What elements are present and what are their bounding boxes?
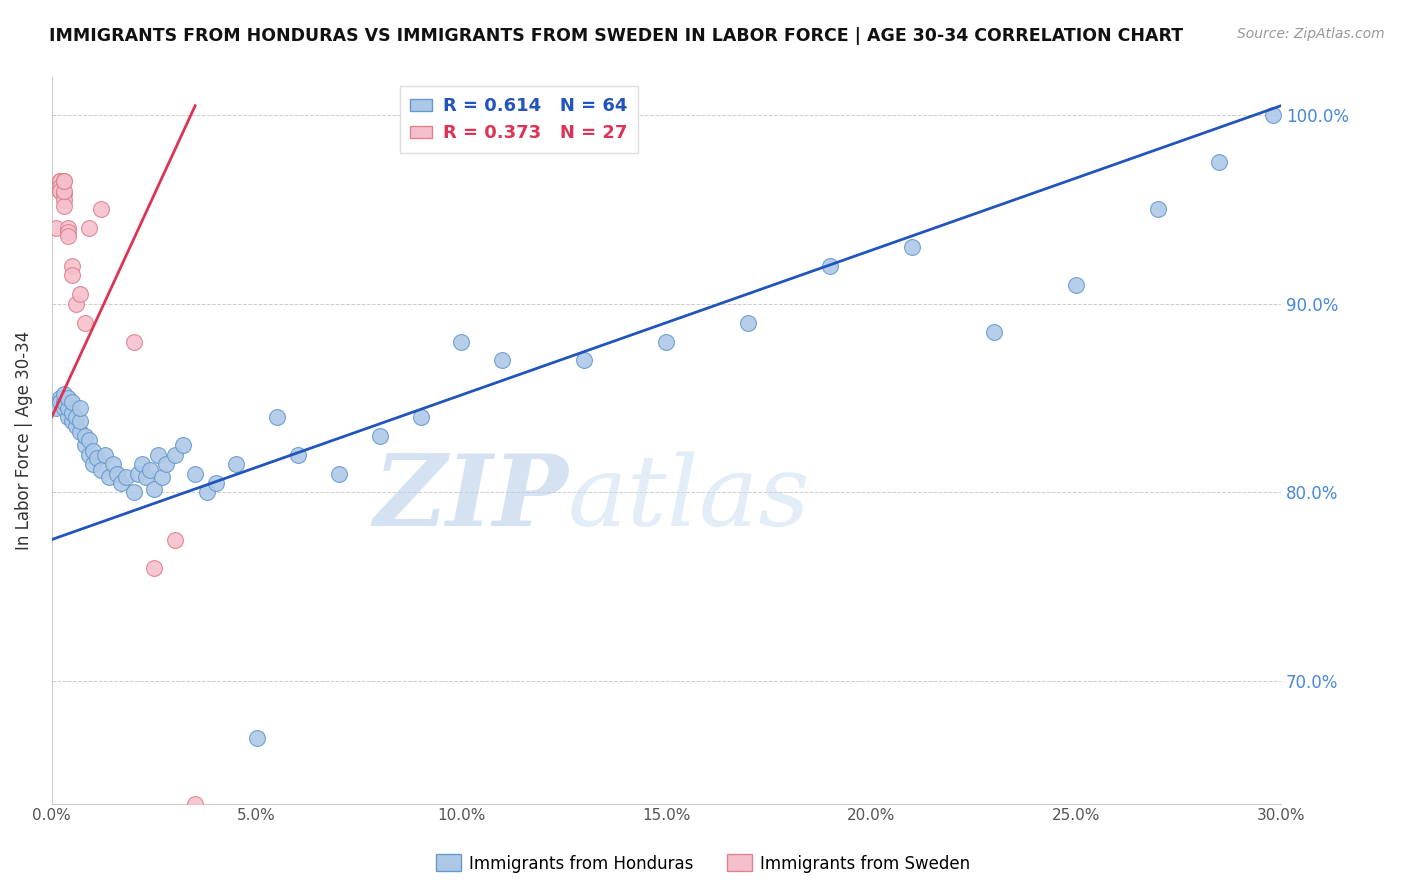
Point	[53, 184, 76, 198]
Text: atlas: atlas	[568, 451, 811, 546]
Point	[49, 395, 72, 409]
Point	[131, 457, 153, 471]
Point	[110, 475, 132, 490]
Point	[77, 221, 100, 235]
Text: Source: ZipAtlas.com: Source: ZipAtlas.com	[1237, 27, 1385, 41]
Point	[368, 429, 391, 443]
Point	[90, 202, 112, 217]
Point	[69, 425, 91, 439]
Point	[122, 334, 145, 349]
Point	[82, 443, 104, 458]
Point	[163, 533, 186, 547]
Point	[69, 414, 91, 428]
Point	[56, 228, 79, 243]
Point	[491, 353, 513, 368]
Point	[225, 457, 247, 471]
Point	[49, 184, 72, 198]
Point	[184, 467, 207, 481]
Point	[197, 485, 219, 500]
Point	[737, 316, 759, 330]
Point	[103, 457, 125, 471]
Point	[127, 467, 149, 481]
Point	[1064, 277, 1087, 292]
Text: IMMIGRANTS FROM HONDURAS VS IMMIGRANTS FROM SWEDEN IN LABOR FORCE | AGE 30-34 CO: IMMIGRANTS FROM HONDURAS VS IMMIGRANTS F…	[49, 27, 1184, 45]
Point	[139, 463, 162, 477]
Point	[73, 316, 96, 330]
Point	[114, 470, 136, 484]
Point	[1208, 155, 1230, 169]
Point	[69, 287, 91, 301]
Point	[901, 240, 924, 254]
Point	[82, 457, 104, 471]
Point	[983, 325, 1005, 339]
Point	[77, 448, 100, 462]
Point	[450, 334, 472, 349]
Point	[56, 221, 79, 235]
Point	[53, 387, 76, 401]
Point	[90, 463, 112, 477]
Point	[69, 401, 91, 415]
Point	[1147, 202, 1170, 217]
Legend: R = 0.614   N = 64, R = 0.373   N = 27: R = 0.614 N = 64, R = 0.373 N = 27	[399, 87, 638, 153]
Point	[143, 482, 166, 496]
Point	[49, 174, 72, 188]
Point	[56, 391, 79, 405]
Point	[150, 470, 173, 484]
Point	[184, 797, 207, 811]
Point	[49, 174, 72, 188]
Point	[53, 199, 76, 213]
Point	[148, 448, 170, 462]
Point	[246, 731, 269, 745]
Point	[94, 448, 117, 462]
Point	[73, 438, 96, 452]
Point	[49, 391, 72, 405]
Point	[655, 334, 678, 349]
Point	[155, 457, 177, 471]
Point	[56, 225, 79, 239]
Point	[53, 174, 76, 188]
Point	[172, 438, 194, 452]
Point	[60, 268, 83, 283]
Point	[73, 429, 96, 443]
Point	[77, 433, 100, 447]
Point	[49, 179, 72, 194]
Point	[143, 561, 166, 575]
Point	[65, 409, 87, 424]
Point	[53, 174, 76, 188]
Point	[65, 419, 87, 434]
Y-axis label: In Labor Force | Age 30-34: In Labor Force | Age 30-34	[15, 331, 32, 550]
Point	[60, 414, 83, 428]
Point	[53, 193, 76, 207]
Point	[204, 475, 226, 490]
Point	[287, 448, 309, 462]
Point	[53, 187, 76, 202]
Point	[56, 409, 79, 424]
Point	[122, 485, 145, 500]
Point	[53, 401, 76, 415]
Point	[574, 353, 596, 368]
Point	[60, 406, 83, 420]
Point	[98, 470, 121, 484]
Point	[60, 259, 83, 273]
Point	[45, 221, 67, 235]
Point	[53, 395, 76, 409]
Point	[105, 467, 128, 481]
Point	[328, 467, 350, 481]
Text: ZIP: ZIP	[373, 450, 568, 547]
Point	[163, 448, 186, 462]
Point	[65, 297, 87, 311]
Point	[49, 174, 72, 188]
Point	[45, 401, 67, 415]
Point	[135, 470, 157, 484]
Point	[56, 401, 79, 415]
Legend: Immigrants from Honduras, Immigrants from Sweden: Immigrants from Honduras, Immigrants fro…	[429, 847, 977, 880]
Point	[820, 259, 842, 273]
Point	[86, 451, 108, 466]
Point	[60, 395, 83, 409]
Point	[1261, 108, 1284, 122]
Point	[266, 409, 288, 424]
Point	[409, 409, 432, 424]
Point	[49, 184, 72, 198]
